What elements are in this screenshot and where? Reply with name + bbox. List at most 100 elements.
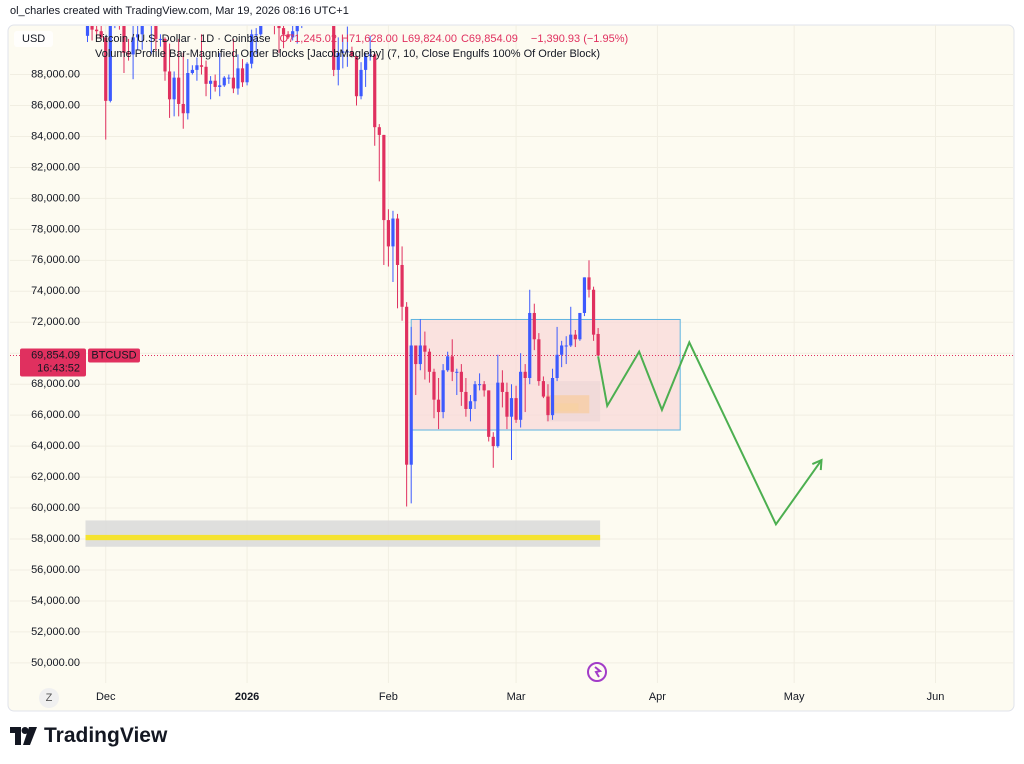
ohlc-label: L69,824.00 xyxy=(401,33,457,45)
order-block xyxy=(85,520,601,547)
ohlc-label: H71,628.00 xyxy=(341,33,398,45)
candle-body xyxy=(477,384,482,386)
candle-body xyxy=(286,34,290,38)
candle-body xyxy=(359,69,363,97)
candle-body xyxy=(505,391,509,417)
candle-body xyxy=(464,391,468,409)
x-tick-label: Mar xyxy=(507,691,526,703)
y-tick-label: 74,000.00 xyxy=(31,285,80,297)
candle-body xyxy=(377,127,381,135)
candle-body xyxy=(573,334,577,340)
candle-body xyxy=(423,345,427,352)
candle-body xyxy=(181,103,185,114)
candle-body xyxy=(596,333,600,356)
candle-body xyxy=(582,277,587,313)
y-tick-label: 82,000.00 xyxy=(31,161,80,173)
y-tick-label: 54,000.00 xyxy=(31,595,80,607)
candle-body xyxy=(528,312,532,378)
candle-body xyxy=(459,371,463,392)
candle-body xyxy=(108,26,112,101)
y-tick-label: 56,000.00 xyxy=(31,564,80,576)
y-tick-label: 76,000.00 xyxy=(31,254,80,266)
candle-body xyxy=(578,312,582,340)
candle-body xyxy=(259,26,263,35)
candle-body xyxy=(218,85,222,87)
candle-body xyxy=(418,345,422,365)
replay-icon xyxy=(587,662,607,682)
candle-body xyxy=(345,51,349,53)
candle-body xyxy=(382,134,386,221)
y-tick-label: 62,000.00 xyxy=(31,471,80,483)
candle-body xyxy=(537,339,541,382)
candle-body xyxy=(364,55,368,70)
candle-body xyxy=(468,401,473,409)
candle-body xyxy=(236,68,240,89)
candle-body xyxy=(250,34,254,64)
candle-body xyxy=(436,399,441,413)
y-tick-label: 50,000.00 xyxy=(31,657,80,669)
candle-body xyxy=(450,356,454,372)
zoom-button[interactable]: Z xyxy=(39,688,59,708)
symbol-tag xyxy=(88,348,140,363)
candle-body xyxy=(222,77,226,86)
logo-icon xyxy=(10,727,37,745)
ohlc-label: C69,854.09 xyxy=(460,33,518,45)
x-tick-label: Jun xyxy=(927,691,945,703)
candle-body xyxy=(158,38,163,40)
candle-body xyxy=(587,277,591,290)
candle-body xyxy=(482,384,486,391)
candle-body xyxy=(295,26,299,32)
x-tick-label: 2026 xyxy=(235,691,259,703)
candle-body xyxy=(532,312,536,340)
y-tick-label: 58,000.00 xyxy=(31,533,80,545)
legend-row: Bitcoin / U.S. Dollar · 1D · Coinbase O7… xyxy=(95,32,634,47)
candle-body xyxy=(131,37,135,55)
candle-body xyxy=(560,345,564,355)
candle-body xyxy=(154,26,158,39)
candle-body xyxy=(177,77,181,104)
logo-text: TradingView xyxy=(44,724,168,747)
candle-body xyxy=(373,54,377,128)
candle-body xyxy=(213,80,217,87)
range-rectangle xyxy=(410,318,681,431)
candle-body xyxy=(550,377,555,416)
candle-body xyxy=(195,65,199,70)
y-tick-label: 52,000.00 xyxy=(31,626,80,638)
candle-body xyxy=(277,26,281,29)
candle-body xyxy=(99,31,103,38)
candle-body xyxy=(569,334,573,346)
candle-body xyxy=(281,28,286,35)
volume-band xyxy=(85,534,601,541)
candle-body xyxy=(427,351,432,372)
candle-body xyxy=(209,80,213,84)
candle-body xyxy=(291,31,295,38)
candle-body xyxy=(555,354,559,378)
candle-body xyxy=(172,77,176,100)
candle-body xyxy=(199,65,204,67)
axes: 50,000.00 52,000.00 54,000.00 56,000.00 58,0… xyxy=(20,68,945,703)
candle-body xyxy=(432,371,436,400)
y-tick-label: 68,000.00 xyxy=(31,378,80,390)
currency-button[interactable]: USD xyxy=(14,31,54,47)
candle-body xyxy=(240,68,245,83)
logo: TradingView xyxy=(10,724,167,748)
candle-body xyxy=(85,26,90,36)
candle-body xyxy=(186,72,190,114)
x-tick-label: Feb xyxy=(379,691,398,703)
candle-body xyxy=(167,71,172,100)
candle-body xyxy=(473,384,477,402)
candle-body xyxy=(254,34,258,36)
candle-body xyxy=(190,69,194,73)
candle-body xyxy=(136,34,140,38)
price-tag-countdown: 16:43:52 xyxy=(37,362,80,374)
plot-area xyxy=(10,26,1013,547)
candle-body xyxy=(491,436,495,447)
legend: Bitcoin / U.S. Dollar · 1D · Coinbase O7… xyxy=(95,32,634,62)
candle-body xyxy=(446,356,450,371)
candle-body xyxy=(332,26,336,70)
candle-body xyxy=(591,289,596,335)
candle-body xyxy=(564,345,568,347)
candle-body xyxy=(519,371,523,420)
